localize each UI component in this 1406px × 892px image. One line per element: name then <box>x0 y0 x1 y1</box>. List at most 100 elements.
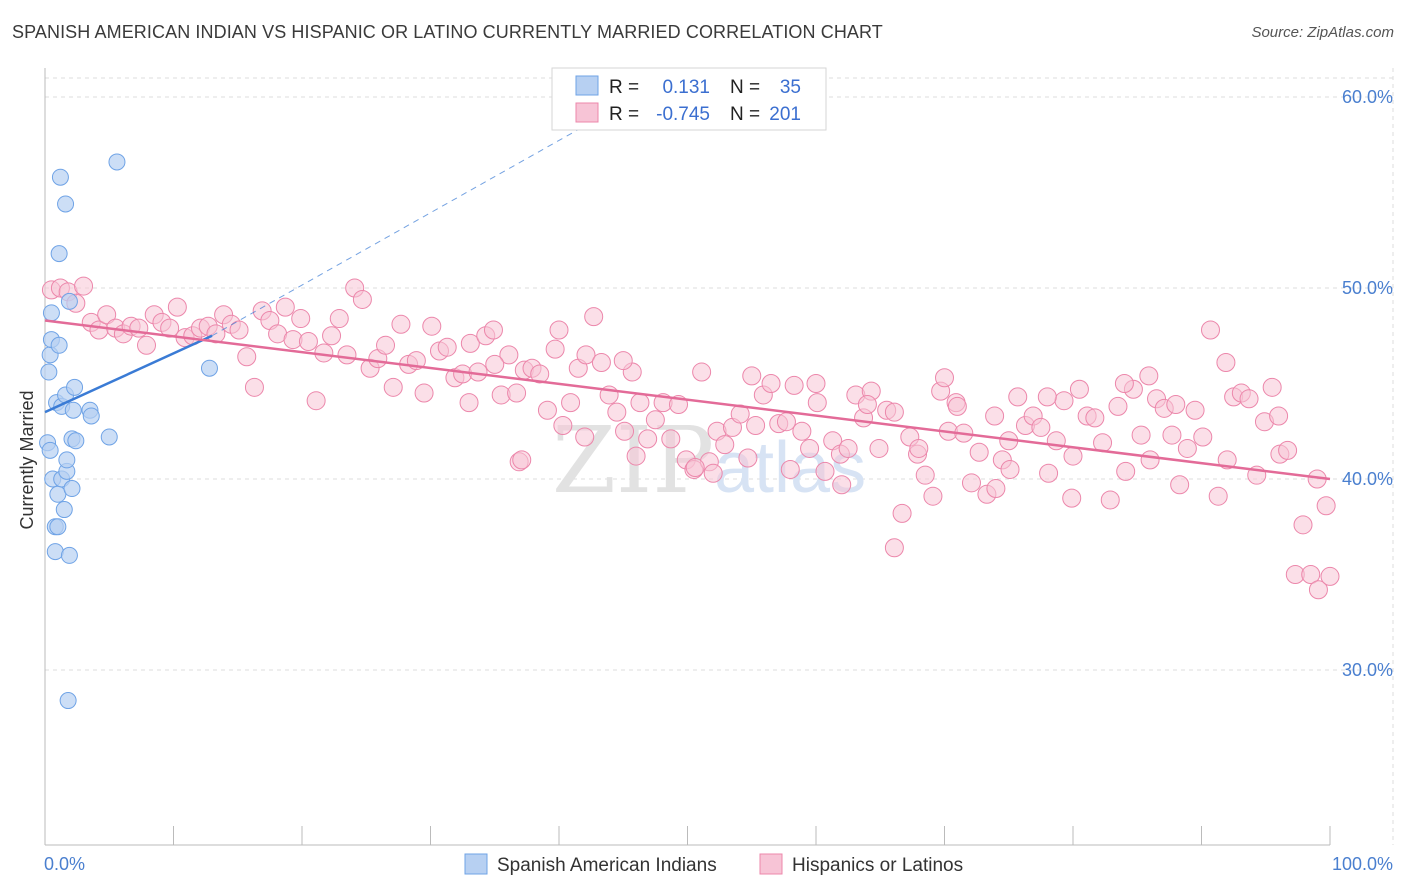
y-axis-label: Currently Married <box>17 390 37 529</box>
hispanic-point <box>784 375 804 395</box>
hispanic-point <box>892 503 912 523</box>
hispanic-point <box>97 305 117 325</box>
hispanic-point <box>947 396 967 416</box>
hispanic-point <box>961 473 981 493</box>
hispanic-point <box>1039 463 1059 483</box>
hispanic-point <box>561 393 581 413</box>
hispanic-point <box>1063 446 1083 466</box>
hispanic-point <box>74 276 94 296</box>
hispanic-point <box>530 364 550 384</box>
hispanic-point <box>738 448 758 468</box>
spanish-american-indian-point <box>41 441 59 459</box>
spanish-american-indian-points <box>39 153 218 710</box>
legend-label-hispanics: Hispanics or Latinos <box>792 855 963 876</box>
spanish-american-indian-point <box>42 304 60 322</box>
spanish-american-indian-point <box>55 501 73 519</box>
hispanic-point <box>437 337 457 357</box>
spanish-american-indian-point <box>57 195 75 213</box>
hispanic-point <box>414 383 434 403</box>
hispanic-point <box>909 438 929 458</box>
hispanics-points <box>41 276 1340 600</box>
hispanic-point <box>1316 496 1336 516</box>
spanish-american-indian-point <box>200 359 218 377</box>
blue-trend-extension <box>211 96 637 337</box>
source-credit: Source: ZipAtlas.com <box>1251 24 1394 41</box>
hispanic-point <box>129 318 149 338</box>
hispanic-point <box>869 438 889 458</box>
hispanic-point <box>1131 425 1151 445</box>
hispanic-point <box>626 446 646 466</box>
hispanic-point <box>575 427 595 447</box>
hispanic-point <box>376 335 396 355</box>
y-tick-label: 50.0% <box>1342 278 1393 298</box>
hispanic-point <box>935 368 954 388</box>
hispanic-point <box>591 352 611 372</box>
hispanic-point <box>692 362 712 382</box>
y-tick-label: 60.0% <box>1342 87 1393 107</box>
hispanic-point <box>807 393 827 413</box>
spanish-american-indian-point <box>66 378 84 396</box>
hispanic-point <box>507 383 527 403</box>
legend-label-spanish-american-indians: Spanish American Indians <box>497 855 717 876</box>
hispanic-point <box>422 316 442 336</box>
legend-swatch-spanish-american-indians <box>464 853 488 875</box>
hispanic-point <box>1216 352 1236 372</box>
spanish-american-indian-point <box>67 432 85 450</box>
hispanic-point <box>576 345 596 365</box>
stats-r-label-pink: R = <box>609 104 639 125</box>
stats-swatch-pink <box>575 102 599 123</box>
hispanic-point <box>630 393 650 413</box>
hispanic-point <box>806 374 826 393</box>
hispanic-point <box>607 402 627 422</box>
hispanic-point <box>746 416 766 436</box>
hispanic-point <box>291 309 311 329</box>
hispanic-point <box>483 320 503 340</box>
hispanic-point <box>1301 565 1321 584</box>
pink-trend-line <box>44 319 1331 481</box>
hispanic-point <box>1269 406 1289 426</box>
x-tick-label-min: 0.0% <box>44 854 85 874</box>
y-tick-labels: 30.0% 40.0% 50.0% 60.0% <box>1342 87 1393 680</box>
hispanic-point <box>1200 320 1220 340</box>
hispanic-point <box>645 410 665 430</box>
spanish-american-indian-point <box>82 407 100 425</box>
hispanic-point <box>485 354 505 374</box>
hispanic-point <box>1037 387 1057 407</box>
hispanic-point <box>460 333 480 353</box>
spanish-american-indian-point <box>46 543 64 561</box>
spanish-american-indian-point <box>64 401 82 419</box>
hispanic-point <box>1100 490 1120 510</box>
hispanic-point <box>584 307 604 327</box>
spanish-american-indian-point <box>49 485 67 503</box>
blue-trend-line <box>44 334 213 414</box>
hispanic-point <box>923 486 943 506</box>
hispanic-point <box>1085 408 1105 428</box>
hispanic-point <box>545 339 565 359</box>
hispanic-point <box>1262 377 1282 397</box>
hispanic-point <box>815 461 835 481</box>
hispanic-point <box>322 326 342 346</box>
hispanic-point <box>832 475 852 495</box>
hispanic-point <box>1170 475 1190 495</box>
hispanic-point <box>298 331 318 351</box>
stats-swatch-blue <box>575 75 599 96</box>
hispanic-point <box>613 351 633 371</box>
hispanic-point <box>776 412 796 432</box>
y-tick-label: 40.0% <box>1342 469 1393 489</box>
hispanic-point <box>306 391 326 411</box>
hispanic-point <box>329 309 349 329</box>
hispanic-point <box>1162 425 1182 445</box>
hispanic-point <box>512 450 532 470</box>
hispanic-point <box>1217 450 1237 470</box>
hispanic-point <box>383 377 403 397</box>
spanish-american-indian-point <box>60 546 78 564</box>
hispanic-point <box>1308 580 1328 600</box>
hispanic-point <box>1140 450 1160 470</box>
hispanic-point <box>459 393 479 413</box>
hispanic-point <box>1193 427 1213 447</box>
hispanic-point <box>1320 566 1340 586</box>
hispanic-point <box>1293 515 1313 535</box>
hispanic-point <box>986 479 1006 499</box>
x-tick-label-max: 100.0% <box>1332 854 1393 874</box>
stats-r-value-blue: 0.131 <box>662 77 710 98</box>
